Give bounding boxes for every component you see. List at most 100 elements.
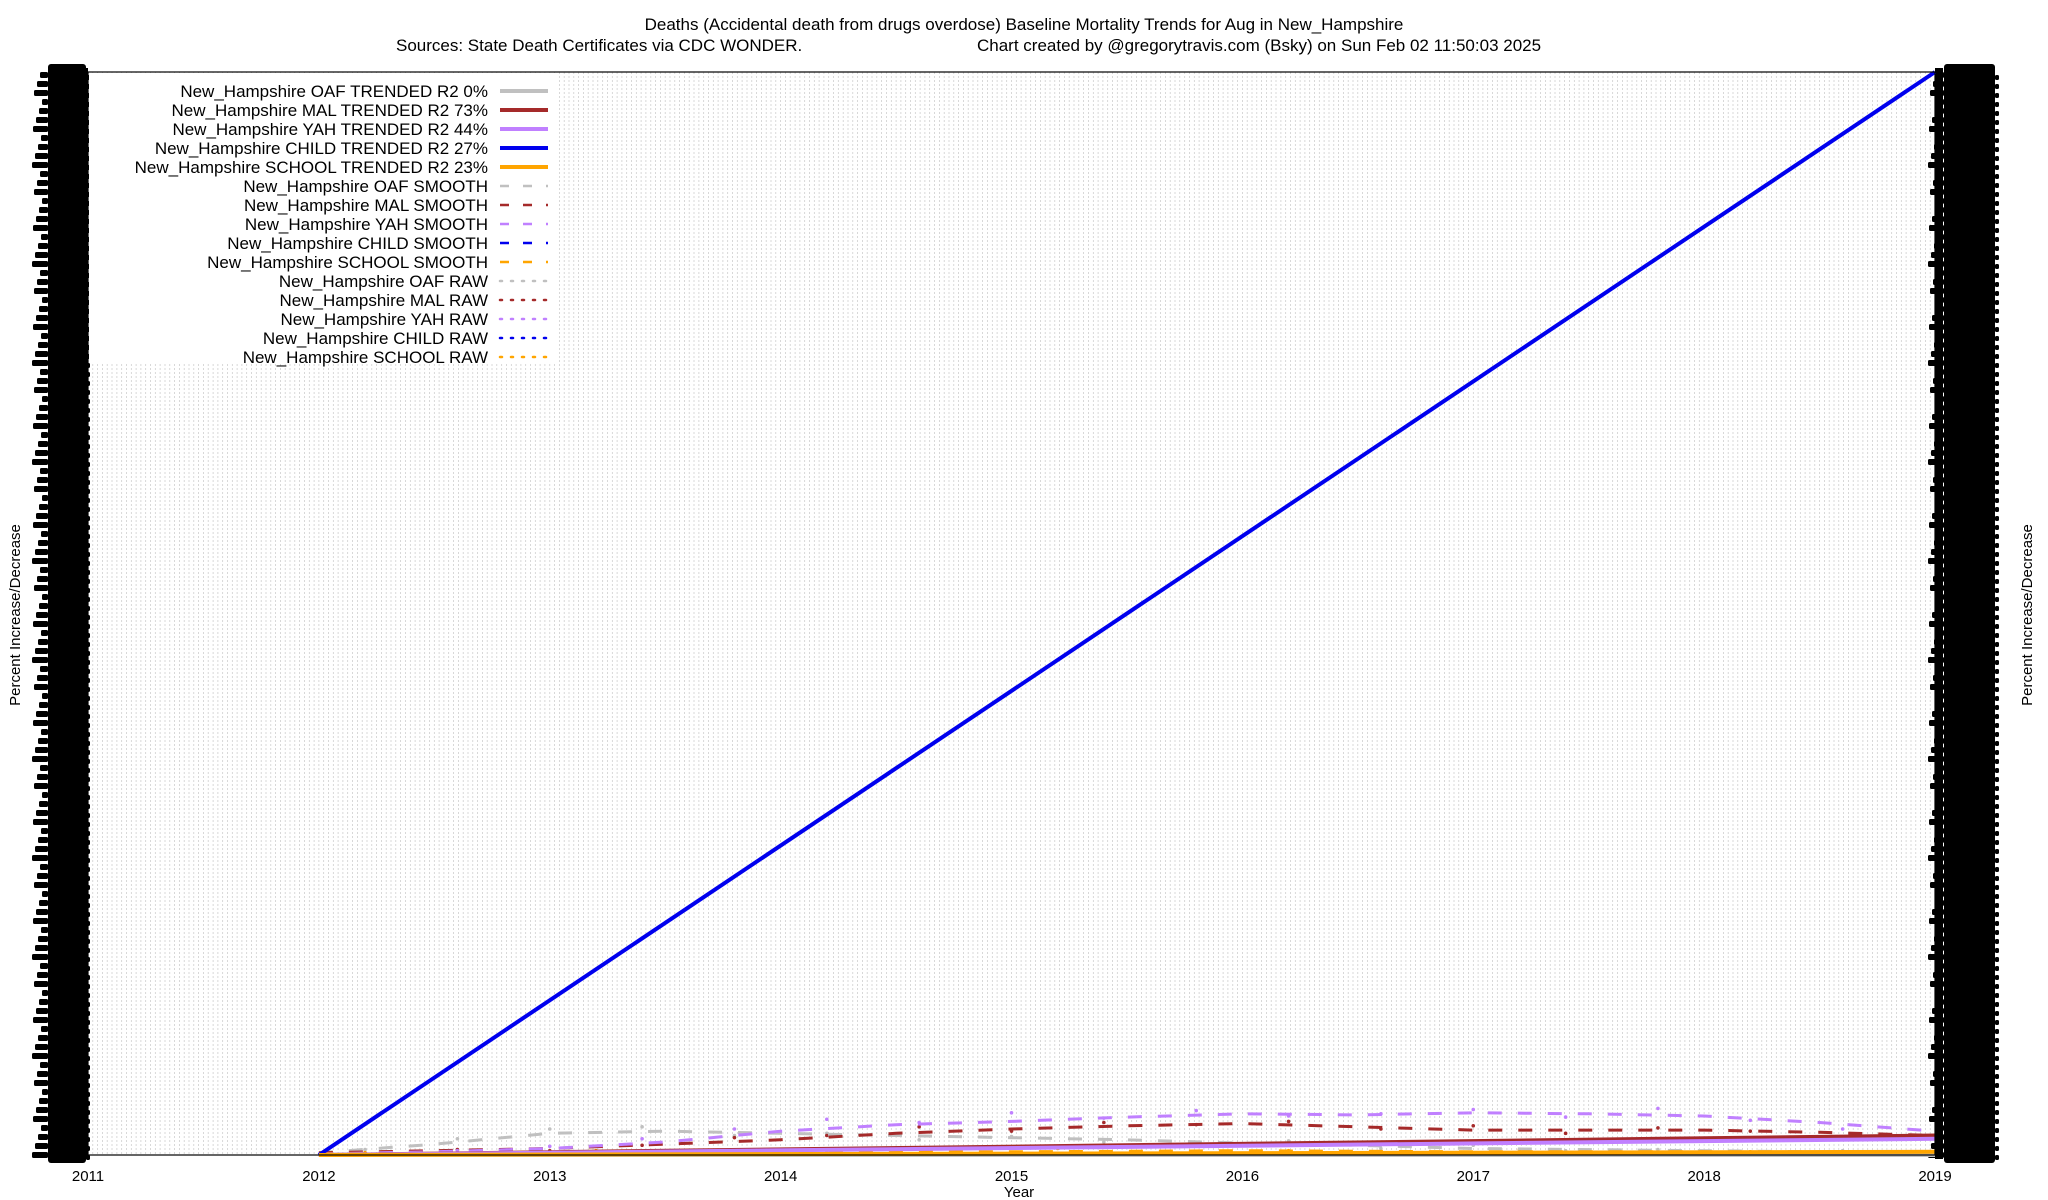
legend-entry-label: New_Hampshire CHILD SMOOTH (227, 234, 488, 253)
right-clutter-glyph (1995, 867, 1999, 872)
left-clutter-glyph (41, 630, 48, 636)
left-clutter-glyph (41, 1026, 48, 1032)
left-clutter-glyph (38, 540, 48, 546)
right-clutter-glyph (1995, 138, 1999, 143)
left-clutter-glyph (32, 657, 48, 663)
right-clutter-glyph (1995, 912, 1999, 917)
raw-point (640, 1125, 644, 1129)
x-axis-label: Year (1004, 1184, 1034, 1200)
right-clutter-glyph (1995, 903, 1999, 908)
right-clutter-glyph (1995, 1083, 1999, 1088)
plot-border (87, 71, 1936, 1156)
right-clutter-glyph (1995, 1101, 1999, 1106)
left-clutter-glyph (34, 189, 48, 195)
left-clutter-glyph (32, 459, 48, 465)
right-clutter-glyph (1995, 1038, 1999, 1043)
raw-point (547, 1127, 552, 1131)
right-clutter-glyph (1995, 246, 1999, 251)
raw-point (1563, 1131, 1568, 1136)
y-axis-label-right: Percent Increase/Decrease (2019, 524, 2036, 706)
legend-entry-label: New_Hampshire OAF TRENDED R2 0% (180, 82, 488, 101)
right-clutter-glyph (1995, 840, 1999, 845)
left-clutter-glyph (41, 135, 48, 141)
left-clutter-glyph (42, 198, 48, 204)
right-clutter-glyph (1995, 993, 1999, 998)
right-clutter-glyph (1995, 1074, 1999, 1079)
right-clutter-glyph (1995, 498, 1999, 503)
right-clutter-glyph (1995, 1155, 1999, 1160)
legend-entry-label: New_Hampshire CHILD TRENDED R2 27% (155, 139, 488, 158)
left-clutter-glyph (39, 207, 48, 213)
right-clutter-glyph (1995, 921, 1999, 926)
x-tick-labels: 2011 2012 2013 2014 2015 2016 2017 2018 2019 (72, 1168, 1952, 1185)
raw-point (1102, 1140, 1106, 1144)
left-clutter-glyph (40, 567, 48, 573)
left-clutter-glyph (42, 990, 48, 996)
raw-point (1563, 1115, 1568, 1119)
raw-point (640, 1136, 644, 1141)
legend-entry-label: New_Hampshire SCHOOL RAW (243, 348, 488, 367)
right-clutter-glyph (1995, 84, 1999, 89)
left-clutter-glyph (42, 693, 48, 699)
right-clutter-glyph (1995, 642, 1999, 647)
x-tick-label: 2018 (1687, 1168, 1720, 1185)
right-clutter-glyph (1995, 858, 1999, 863)
right-clutter-glyph (1995, 813, 1999, 818)
right-clutter-glyph (1995, 435, 1999, 440)
left-clutter-glyph (34, 882, 48, 888)
left-clutter-glyph (38, 342, 48, 348)
left-clutter-glyph (34, 684, 48, 690)
x-tick-label: 2011 (72, 1168, 104, 1185)
right-clutter-glyph (1995, 93, 1999, 98)
right-clutter-glyph (1995, 282, 1999, 287)
x-tick-label: 2013 (533, 1168, 566, 1185)
right-clutter-block (1944, 64, 1995, 1163)
right-clutter-glyph (1995, 219, 1999, 224)
x-tick-label: 2017 (1457, 1168, 1490, 1185)
left-clutter-glyph (40, 468, 48, 474)
left-clutter-glyph (40, 72, 48, 78)
raw-point (1656, 1106, 1660, 1111)
right-clutter-glyph (1995, 687, 1999, 692)
left-clutter-glyph (35, 1044, 48, 1050)
right-clutter-glyph (1995, 129, 1999, 134)
right-clutter-glyph (1995, 75, 1999, 80)
right-clutter-glyph (1995, 534, 1999, 539)
right-clutter-glyph (1995, 570, 1999, 575)
left-clutter-glyph (36, 216, 48, 222)
series-new-hampshire-yah-trended-r2 (318, 1136, 1936, 1157)
right-clutter-glyph (1995, 552, 1999, 557)
raw-point (1009, 1110, 1014, 1115)
left-clutter-glyph (32, 1152, 48, 1158)
raw-point (917, 1125, 921, 1129)
raw-point (732, 1127, 737, 1131)
right-clutter-glyph (1995, 795, 1999, 800)
right-clutter-glyph (1995, 417, 1999, 422)
left-clutter-glyph (32, 756, 48, 762)
right-clutter-glyph (1995, 1002, 1999, 1007)
right-clutter-glyph (1995, 516, 1999, 521)
right-clutter-glyph (1995, 390, 1999, 395)
raw-point (1656, 1126, 1660, 1130)
legend-entry-label: New_Hampshire MAL RAW (280, 291, 488, 310)
left-clutter-glyph (39, 306, 48, 312)
right-clutter-glyph (1995, 741, 1999, 746)
raw-point (1286, 1119, 1291, 1124)
raw-point (1748, 1129, 1753, 1133)
right-clutter-glyph (1995, 606, 1999, 611)
legend-entry-label: New_Hampshire YAH TRENDED R2 44% (172, 120, 488, 139)
right-clutter-glyph (1995, 750, 1999, 755)
left-clutter-glyph (40, 666, 48, 672)
right-clutter-glyph (1995, 849, 1999, 854)
raw-point (455, 1136, 460, 1141)
right-clutter-glyph (1995, 876, 1999, 881)
left-clutter-glyph (35, 747, 48, 753)
legend-entry-label: New_Hampshire MAL TRENDED R2 73% (172, 101, 489, 120)
left-clutter-glyph (34, 585, 48, 591)
right-clutter-glyph (1995, 1146, 1999, 1151)
right-clutter-glyph (1995, 804, 1999, 809)
right-clutter-glyph (1995, 957, 1999, 962)
right-clutter-glyph (1995, 156, 1999, 161)
right-clutter-glyph (1995, 480, 1999, 485)
